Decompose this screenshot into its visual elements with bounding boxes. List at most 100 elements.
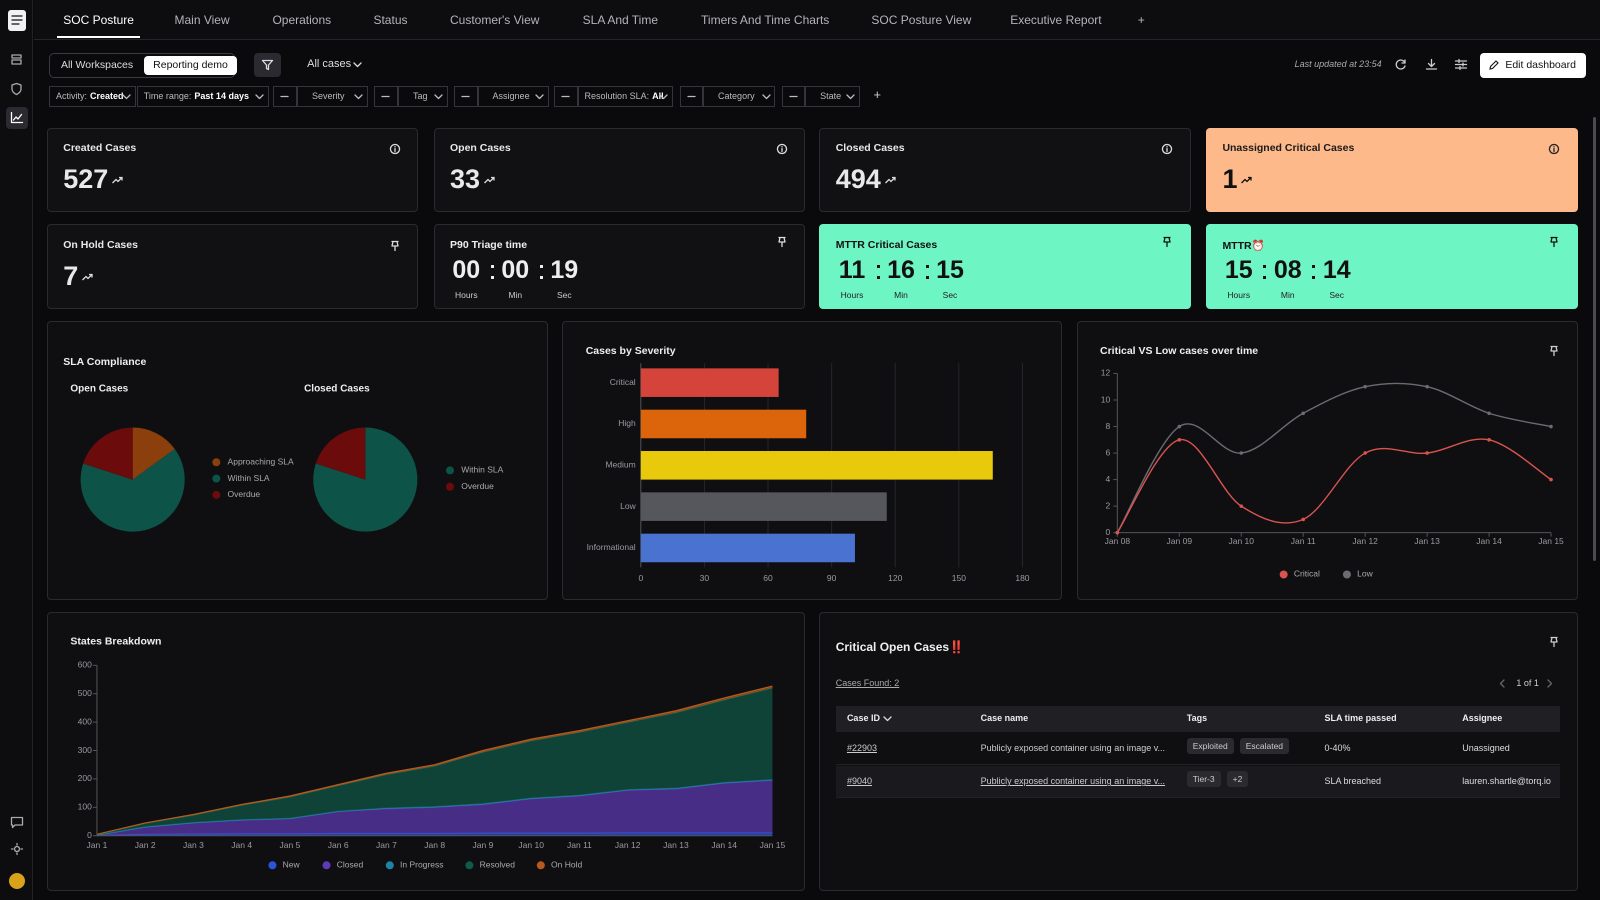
info-icon[interactable] [1162,143,1173,155]
widget-panel [1076,321,1578,600]
timer-digits: 16 [887,256,915,285]
filter-chip[interactable]: Category [703,85,776,108]
tags: Exploited Escalated [1186,738,1290,755]
tab[interactable]: SOC Posture [57,0,140,38]
add-filter[interactable]: + [873,86,882,102]
filter-chevron [434,94,443,99]
filter-chip[interactable]: Resolution SLA: All [577,85,674,108]
filter-chevron-shape [535,94,544,99]
widget-menu-icon[interactable] [777,236,787,247]
filter-exclude-toggle[interactable] [781,85,806,108]
case-name[interactable]: Publicly exposed container using an imag… [980,743,1166,754]
page-next-shape [1547,678,1553,688]
widget-menu-icon[interactable] [1162,236,1172,247]
refresh-button[interactable] [1395,59,1406,70]
nav-chat[interactable] [10,816,24,829]
column-header[interactable]: Case ID [846,713,880,724]
tags: Tier-3 +2 [1186,771,1249,788]
widget-menu-icon-shape [391,240,399,251]
edit-icon [1489,60,1500,70]
tab[interactable]: Customer's View [450,13,540,27]
nav-settings[interactable] [10,842,24,856]
filter-label: Resolution SLA: [584,91,650,102]
filter-exclude-toggle[interactable] [374,85,398,108]
settings-button[interactable] [1454,59,1468,71]
nav-shield[interactable] [11,82,22,96]
case-filter[interactable]: All cases [307,58,352,71]
filter-exclude-toggle[interactable] [554,85,578,108]
timer-unit: Min [1280,289,1295,300]
widget-panel [46,321,548,600]
card-value: 527 [63,164,109,195]
filter-value: Past 14 days [194,91,249,102]
workspace-toggle: All Workspaces Reporting demo [48,53,237,78]
user-avatar[interactable] [9,873,25,889]
filter-chip[interactable]: Severity [296,85,369,108]
tab[interactable]: Operations [272,13,332,27]
tab[interactable]: + [1137,13,1145,27]
filter-chip[interactable]: Time range: Past 14 days [136,85,270,108]
filter-label: Severity [311,91,345,102]
timer-digits: 15 [936,256,964,285]
page-next[interactable] [1547,678,1553,688]
timer-digits: 15 [1224,256,1253,285]
case-name[interactable]: Publicly exposed container using an imag… [980,776,1166,787]
info-icon[interactable] [389,143,400,155]
trend-icon [112,176,123,184]
card-value: 1 [1222,164,1238,195]
tab[interactable]: SLA And Time [582,13,659,27]
download-button[interactable] [1425,59,1437,70]
tab-bar [34,0,1600,40]
filter-exclude-toggle[interactable] [273,85,297,108]
timer-digits: 14 [1322,256,1351,285]
cases-found[interactable]: Cases Found: 2 [835,677,900,688]
minus-icon [280,95,290,97]
workspace-option[interactable]: Reporting demo [144,55,237,75]
workspace-option[interactable]: All Workspaces [60,58,134,71]
widget-menu-icon[interactable] [1549,636,1559,647]
edit-dashboard-button[interactable]: Edit dashboard [1479,53,1586,78]
tab[interactable]: Executive Report [1010,13,1102,27]
case-id[interactable]: #9040 [846,776,872,787]
filter-chevron [122,94,131,99]
minus-icon [461,95,470,97]
nav-dashboards[interactable] [10,111,24,124]
widget-panel [819,612,1578,891]
info-icon[interactable] [1548,143,1560,155]
table-row [835,734,1561,766]
filter-chip[interactable]: Assignee [477,85,549,108]
widget-menu-icon[interactable] [1549,345,1559,357]
timer-unit: Hours [454,289,478,300]
tab[interactable]: Status [373,13,408,27]
filter-button[interactable] [254,53,282,78]
nav-cases[interactable] [11,54,22,65]
card-title: On Hold Cases [63,238,138,251]
filter-exclude-toggle[interactable] [454,85,478,108]
filter-chip[interactable]: Activity: Created [48,85,136,108]
card-value-row: 527 [63,164,123,195]
filter-exclude-toggle[interactable] [679,85,704,108]
refresh-button-shape [1395,59,1406,70]
sla-time: 0-40% [1324,743,1351,754]
filter-chip[interactable]: State [805,85,861,108]
trend-icon-shape [484,176,495,184]
nav-cases-shape [11,54,22,65]
minus-icon [561,95,570,97]
page-prev[interactable] [1499,678,1505,688]
timer-digits: 00 [501,256,530,285]
info-icon[interactable] [776,143,787,155]
widget-menu-icon[interactable] [1549,236,1559,247]
sort-icon-shape [883,716,892,722]
card-title: P90 Triage time [450,238,528,251]
card-value-row: 1 [1222,164,1253,195]
widget-menu-icon[interactable] [390,240,400,251]
page-prev-shape [1499,678,1505,688]
column-header: SLA time passed [1324,713,1397,724]
filter-chip[interactable]: Tag [397,85,448,108]
case-id[interactable]: #22903 [846,743,877,754]
tab[interactable]: Main View [174,13,230,27]
tab[interactable]: SOC Posture View [871,13,972,27]
timer-digits: 19 [550,256,579,285]
tab[interactable]: Timers And Time Charts [701,13,830,27]
